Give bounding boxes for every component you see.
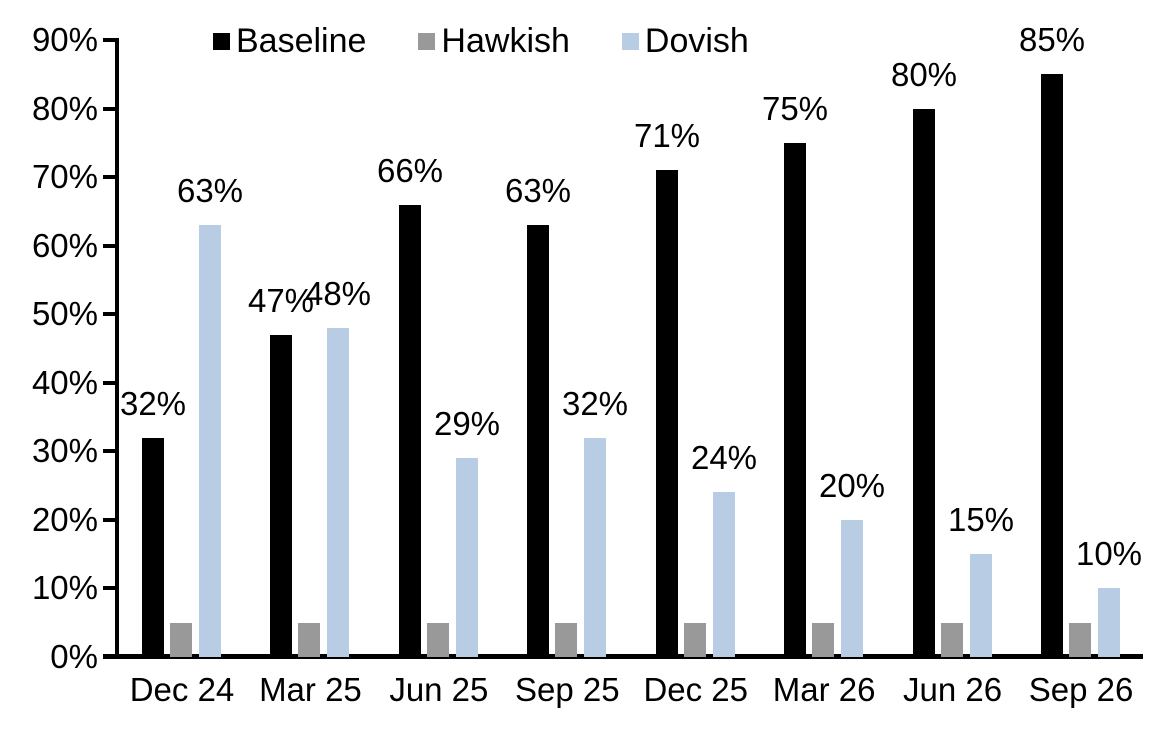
x-axis-label-jun-25: Jun 25 [389, 671, 489, 708]
bar-dovish-jun-25 [456, 458, 478, 657]
bar-dovish-dec-24 [199, 225, 221, 657]
bar-hawkish-jun-25 [427, 623, 449, 657]
y-axis-tick [103, 312, 115, 317]
y-axis-tick-label: 70% [31, 158, 98, 196]
y-axis-tick [103, 175, 115, 180]
data-label-baseline-dec-24: 32% [119, 385, 187, 422]
bar-baseline-jun-26 [913, 109, 935, 657]
y-axis-tick [103, 655, 115, 659]
bar-baseline-dec-24 [142, 438, 164, 657]
bar-baseline-mar-25 [270, 335, 292, 657]
x-axis-line [103, 654, 1143, 659]
bar-hawkish-dec-25 [684, 623, 706, 657]
y-axis-tick [103, 243, 115, 248]
data-label-baseline-mar-26: 75% [761, 90, 829, 127]
bar-dovish-mar-25 [327, 328, 349, 657]
y-axis-tick-label: 50% [31, 295, 98, 333]
bar-hawkish-mar-25 [298, 623, 320, 657]
y-axis-tick [103, 106, 115, 111]
bar-baseline-sep-25 [527, 225, 549, 657]
data-label-dovish-mar-25: 48% [304, 275, 372, 312]
y-axis-tick [103, 517, 115, 522]
bar-hawkish-mar-26 [812, 623, 834, 657]
y-axis-tick-label: 0% [50, 638, 98, 675]
bar-dovish-sep-26 [1098, 588, 1120, 657]
bar-baseline-mar-26 [784, 143, 806, 657]
bar-baseline-jun-25 [399, 205, 421, 657]
y-axis-tick [103, 380, 115, 385]
legend-label-baseline: Baseline [236, 21, 367, 60]
y-axis-tick-label: 20% [31, 500, 98, 538]
bar-hawkish-dec-24 [170, 623, 192, 657]
data-label-baseline-sep-26: 85% [1018, 21, 1086, 58]
y-axis-tick-label: 40% [31, 363, 98, 401]
y-axis-tick [103, 586, 115, 591]
legend-marker-baseline-icon [213, 32, 230, 50]
bar-hawkish-sep-25 [555, 623, 577, 657]
y-axis-line [115, 38, 119, 659]
x-axis-label-dec-24: Dec 24 [129, 671, 235, 708]
x-axis-label-mar-26: Mar 26 [772, 671, 876, 708]
data-label-baseline-jun-25: 66% [376, 152, 444, 189]
y-axis-tick [103, 449, 115, 454]
data-label-dovish-jun-26: 15% [947, 501, 1015, 538]
legend-item-baseline: Baseline [213, 20, 366, 62]
data-label-dovish-sep-26: 10% [1075, 535, 1143, 572]
bar-baseline-dec-25 [656, 170, 678, 657]
legend-marker-dovish-icon [621, 32, 639, 50]
chart-legend: Baseline Hawkish Dovish [213, 20, 749, 62]
y-axis-tick-label: 90% [31, 20, 98, 58]
bar-dovish-sep-25 [584, 438, 606, 657]
bar-hawkish-jun-26 [941, 623, 963, 657]
data-label-baseline-mar-25: 47% [247, 282, 315, 319]
y-axis-tick-label: 60% [31, 226, 98, 264]
bar-dovish-jun-26 [970, 554, 992, 657]
data-label-dovish-mar-26: 20% [818, 467, 886, 504]
legend-label-hawkish: Hawkish [441, 21, 570, 60]
legend-item-hawkish: Hawkish [418, 20, 570, 62]
data-label-dovish-sep-25: 32% [561, 385, 629, 422]
bar-hawkish-sep-26 [1069, 623, 1091, 657]
y-axis-tick-label: 80% [31, 89, 98, 127]
x-axis-label-mar-25: Mar 25 [259, 671, 362, 708]
x-axis-label-sep-25: Sep 25 [514, 671, 620, 708]
legend-label-dovish: Dovish [644, 21, 749, 60]
y-axis-tick-label: 10% [31, 569, 98, 607]
data-label-dovish-dec-24: 63% [176, 172, 244, 209]
legend-marker-hawkish-icon [418, 32, 436, 50]
y-axis-tick-label: 30% [31, 432, 98, 470]
bar-dovish-dec-25 [713, 492, 735, 657]
data-label-dovish-jun-25: 29% [433, 405, 501, 442]
bar-baseline-sep-26 [1041, 74, 1063, 657]
bar-dovish-mar-26 [841, 520, 863, 657]
legend-item-dovish: Dovish [621, 20, 749, 62]
y-axis-tick [103, 37, 115, 42]
data-label-dovish-dec-25: 24% [690, 439, 758, 476]
data-label-baseline-jun-26: 80% [890, 56, 958, 93]
data-label-baseline-dec-25: 71% [633, 117, 701, 154]
x-axis-label-jun-26: Jun 26 [903, 671, 1003, 708]
data-label-baseline-sep-25: 63% [504, 172, 572, 209]
x-axis-label-sep-26: Sep 26 [1028, 671, 1134, 708]
x-axis-label-dec-25: Dec 25 [643, 671, 748, 708]
